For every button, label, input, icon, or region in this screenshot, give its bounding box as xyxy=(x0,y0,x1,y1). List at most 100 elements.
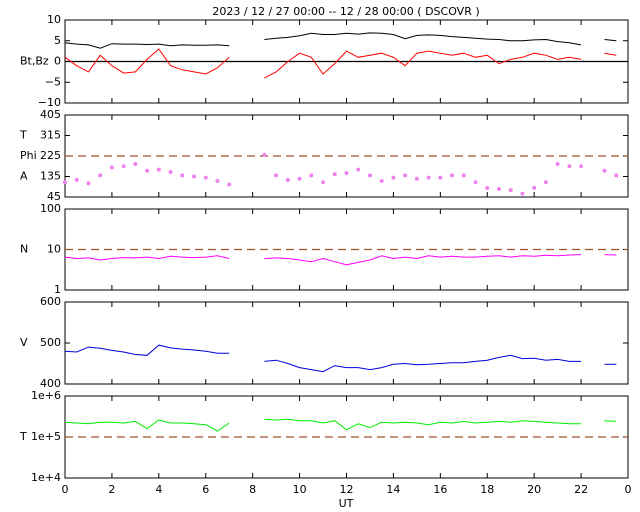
x-tick-label: 12 xyxy=(340,483,354,496)
data-point xyxy=(543,180,548,185)
data-point xyxy=(414,176,419,181)
y-axis-label: Bt,Bz xyxy=(20,55,49,68)
y-tick-label: 45 xyxy=(47,190,61,203)
y-axis-label: N xyxy=(20,243,28,256)
data-line xyxy=(604,420,617,422)
y-axis-label: V xyxy=(20,336,28,349)
data-point xyxy=(109,165,114,170)
y-tick-label: 5 xyxy=(54,34,61,47)
data-point xyxy=(227,182,232,187)
y-tick-label: 1e+4 xyxy=(31,471,61,484)
y-tick-label: 1e+6 xyxy=(31,389,61,402)
data-point xyxy=(98,173,103,178)
y-tick-label: 400 xyxy=(40,377,61,390)
y-tick-label: 405 xyxy=(40,108,61,121)
chart-title: 2023 / 12 / 27 00:00 -- 12 / 28 00:00 ( … xyxy=(212,5,479,18)
y-tick-label: 135 xyxy=(40,170,61,183)
y-tick-label: −5 xyxy=(45,75,61,88)
data-line xyxy=(264,32,582,46)
data-line xyxy=(604,52,617,56)
data-point xyxy=(168,169,173,174)
data-point xyxy=(379,179,384,184)
y-tick-label: 100 xyxy=(40,202,61,215)
y-tick-label: 0 xyxy=(54,55,61,68)
x-tick-label: 8 xyxy=(249,483,256,496)
data-point xyxy=(473,180,478,185)
y-tick-label: 500 xyxy=(40,336,61,349)
data-point xyxy=(156,167,161,172)
data-point xyxy=(344,171,349,176)
x-tick-label: 22 xyxy=(574,483,588,496)
x-tick-label: 6 xyxy=(202,483,209,496)
data-line xyxy=(64,344,230,356)
data-line xyxy=(264,254,582,266)
data-point xyxy=(391,175,396,180)
y-tick-label: 315 xyxy=(40,129,61,142)
x-tick-label: 16 xyxy=(433,483,447,496)
x-tick-label: 0 xyxy=(62,483,69,496)
data-point xyxy=(485,185,490,190)
data-point xyxy=(403,173,408,178)
data-point xyxy=(602,168,607,173)
data-point xyxy=(508,188,513,193)
data-line xyxy=(64,255,230,261)
data-point xyxy=(450,173,455,178)
data-line xyxy=(264,50,582,79)
data-point xyxy=(285,177,290,182)
data-point xyxy=(321,180,326,185)
data-point xyxy=(262,152,267,157)
data-point xyxy=(579,164,584,169)
data-line xyxy=(64,48,230,75)
y-axis-label: A xyxy=(20,170,28,183)
data-point xyxy=(121,164,126,169)
data-line xyxy=(264,354,582,373)
x-axis-label: UT xyxy=(339,497,354,510)
data-point xyxy=(203,175,208,180)
data-point xyxy=(356,167,361,172)
data-point xyxy=(215,179,220,184)
y-tick-label: 225 xyxy=(40,149,61,162)
x-tick-label: 4 xyxy=(155,483,162,496)
data-point xyxy=(180,173,185,178)
y-axis-label: T xyxy=(19,129,27,142)
data-point xyxy=(297,176,302,181)
data-point xyxy=(74,177,79,182)
x-tick-label: 20 xyxy=(527,483,541,496)
x-tick-label: 14 xyxy=(386,483,400,496)
y-axis-label: T xyxy=(19,430,27,443)
y-tick-label: 600 xyxy=(40,295,61,308)
data-point xyxy=(426,175,431,180)
x-tick-label: 10 xyxy=(293,483,307,496)
y-tick-label: 10 xyxy=(47,13,61,26)
data-point xyxy=(86,181,91,186)
data-point xyxy=(332,172,337,177)
data-point xyxy=(532,185,537,190)
data-point xyxy=(133,161,138,166)
data-point xyxy=(309,173,314,178)
data-point xyxy=(63,180,67,185)
data-line xyxy=(64,419,230,432)
data-point xyxy=(520,191,525,196)
data-line xyxy=(604,39,617,42)
data-point xyxy=(461,173,466,178)
y-tick-label: 1 xyxy=(54,283,61,296)
data-point xyxy=(274,173,279,178)
x-tick-label: 0 xyxy=(625,483,632,496)
panel-frame xyxy=(64,301,629,385)
data-point xyxy=(555,161,560,166)
data-point xyxy=(614,173,619,178)
data-line xyxy=(264,418,582,431)
data-line xyxy=(64,42,230,49)
data-point xyxy=(567,164,572,169)
y-tick-label: 10 xyxy=(47,243,61,256)
y-axis-label: Phi xyxy=(20,149,37,162)
x-tick-label: 2 xyxy=(108,483,115,496)
data-point xyxy=(145,168,150,173)
data-point xyxy=(367,173,372,178)
x-tick-label: 18 xyxy=(480,483,494,496)
data-point xyxy=(496,187,501,192)
y-tick-label: −10 xyxy=(38,96,61,109)
y-tick-label: 1e+5 xyxy=(31,430,61,443)
data-point xyxy=(438,175,443,180)
